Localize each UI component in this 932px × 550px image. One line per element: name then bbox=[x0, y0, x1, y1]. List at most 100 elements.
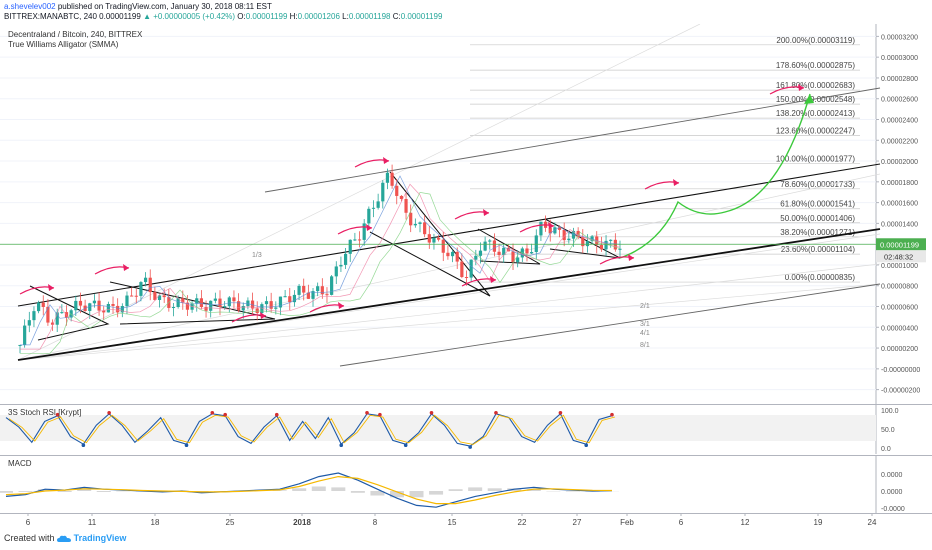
fib-level-label: 78.60%(0.00001733) bbox=[780, 180, 855, 189]
candle-body bbox=[23, 325, 27, 345]
candle-body bbox=[316, 286, 320, 292]
candle-body bbox=[139, 282, 143, 296]
candle-body bbox=[441, 239, 445, 253]
candle-body bbox=[130, 295, 134, 297]
candle-body bbox=[157, 295, 162, 301]
indicator-label: True Williams Alligator (SMMA) bbox=[8, 40, 119, 49]
candle-body bbox=[343, 253, 348, 265]
overbought-dot bbox=[378, 412, 382, 417]
time-tick-label: 27 bbox=[573, 518, 582, 527]
candle-body bbox=[450, 251, 455, 257]
candle-body bbox=[69, 310, 73, 318]
candle-body bbox=[562, 229, 566, 241]
fib-level-label: 23.60%(0.00001104) bbox=[781, 245, 855, 254]
macd-histogram-bar bbox=[0, 491, 13, 493]
candle-body bbox=[78, 300, 83, 306]
candle-body bbox=[390, 172, 394, 186]
gann-label: 1/3 bbox=[252, 252, 262, 259]
candle-body bbox=[437, 237, 441, 240]
close-label: C: bbox=[392, 12, 401, 21]
candle-body bbox=[148, 277, 152, 293]
candle-body bbox=[362, 223, 366, 240]
price-tick-label: 0.00002600 bbox=[881, 97, 918, 104]
macd-histogram-bar bbox=[409, 491, 424, 498]
price-tick-label: 0.00001800 bbox=[881, 180, 918, 187]
fib-level-label: 123.60%(0.00002247) bbox=[776, 126, 856, 135]
candle-body bbox=[478, 250, 483, 256]
annotation-arrowhead bbox=[490, 276, 496, 283]
candle-body bbox=[492, 240, 497, 252]
gann-label: 3/1 bbox=[640, 321, 650, 328]
macd-histogram-bar bbox=[468, 487, 483, 491]
fib-level-label: 50.00%(0.00001406) bbox=[780, 214, 855, 223]
annotation-arrowhead bbox=[260, 312, 266, 319]
candle-body bbox=[88, 303, 92, 311]
tradingview-brand[interactable]: TradingView bbox=[73, 533, 127, 543]
candle-body bbox=[488, 240, 492, 242]
time-tick-label: 6 bbox=[26, 518, 31, 527]
footer: Created with TradingView bbox=[4, 533, 126, 543]
candle-body bbox=[241, 306, 245, 311]
fib-level-label: 100.00%(0.00001977) bbox=[776, 154, 856, 163]
candle-body bbox=[474, 255, 478, 260]
macd-histogram-bar bbox=[331, 487, 346, 491]
wedge-line bbox=[109, 281, 276, 325]
annotation-arrowhead bbox=[483, 209, 489, 216]
stoch-rsi-chart[interactable]: 100.0 50.0 0.0 bbox=[0, 404, 932, 454]
alligator-line bbox=[20, 192, 621, 354]
candle-body bbox=[218, 298, 222, 308]
macd-histogram-bar bbox=[96, 491, 111, 492]
projection-path bbox=[619, 93, 811, 259]
candle-body bbox=[423, 222, 427, 235]
fib-level-label: 138.20%(0.00002413) bbox=[776, 109, 856, 118]
candle-body bbox=[213, 298, 217, 301]
price-tick-label: 0.00001000 bbox=[881, 263, 918, 270]
candle-body bbox=[609, 239, 613, 241]
macd-histogram-bar bbox=[292, 488, 307, 491]
candle-body bbox=[264, 301, 269, 305]
candle-body bbox=[557, 227, 562, 230]
candle-body bbox=[204, 307, 208, 311]
price-badge bbox=[876, 238, 926, 251]
candle-body bbox=[50, 322, 55, 325]
candle-body bbox=[223, 306, 227, 308]
time-axis[interactable]: 6 11 18 25 2018 8 15 22 27 Feb 6 12 19 24 bbox=[0, 513, 932, 531]
candle-body bbox=[502, 247, 506, 255]
stoch-rsi-pane[interactable]: 100.0 50.0 0.0 3S Stoch RSI [Krypt] bbox=[0, 404, 932, 454]
candle-body bbox=[330, 276, 334, 295]
time-tick-label: Feb bbox=[620, 518, 634, 527]
price-tick-label: 0.00003200 bbox=[881, 34, 918, 41]
annotation-arrowhead bbox=[673, 179, 679, 186]
candle-body bbox=[511, 251, 515, 263]
gann-fan-line bbox=[17, 283, 881, 361]
candle-body bbox=[306, 292, 310, 299]
macd-histogram-bar bbox=[429, 491, 444, 495]
candle-body bbox=[413, 223, 417, 226]
candle-body bbox=[516, 257, 520, 263]
annotation-arrowhead bbox=[338, 302, 344, 309]
candle-body bbox=[302, 285, 306, 293]
countdown-badge-text: 02:48:32 bbox=[884, 252, 913, 261]
price-tick-label: -0.00000000 bbox=[881, 367, 920, 374]
time-axis-svg[interactable]: 6 11 18 25 2018 8 15 22 27 Feb 6 12 19 24 bbox=[0, 513, 932, 531]
gann-label: 4/1 bbox=[640, 330, 650, 337]
candle-body bbox=[581, 237, 585, 247]
author-link[interactable]: a.shevelev002 bbox=[4, 2, 56, 11]
macd-pane[interactable]: 0.0000 0.0000 -0.0000 MACD bbox=[0, 455, 932, 513]
candle-body bbox=[469, 259, 473, 278]
fib-level-label: 200.00%(0.00003119) bbox=[776, 36, 855, 45]
fib-level-label: 38.20%(0.00001271) bbox=[780, 228, 855, 237]
candle-body bbox=[604, 240, 608, 250]
price-tick-label: 0.00002000 bbox=[881, 159, 918, 166]
oversold-dot bbox=[81, 443, 86, 447]
candle-body bbox=[548, 227, 552, 234]
candle-body bbox=[278, 296, 283, 308]
price-pane[interactable]: 0.00003200 0.00003000 0.00002800 0.00002600… bbox=[0, 24, 932, 404]
projection-arrowhead bbox=[804, 94, 814, 104]
macd-histogram-bar bbox=[18, 491, 33, 492]
symbol-label[interactable]: BITTREX:MANABTC, 240 bbox=[4, 12, 97, 21]
macd-chart[interactable]: 0.0000 0.0000 -0.0000 bbox=[0, 455, 932, 513]
gann-label: 8/1 bbox=[640, 342, 650, 349]
price-chart[interactable]: 0.00003200 0.00003000 0.00002800 0.00002600… bbox=[0, 24, 932, 404]
gann-label: 2/1 bbox=[640, 303, 650, 310]
